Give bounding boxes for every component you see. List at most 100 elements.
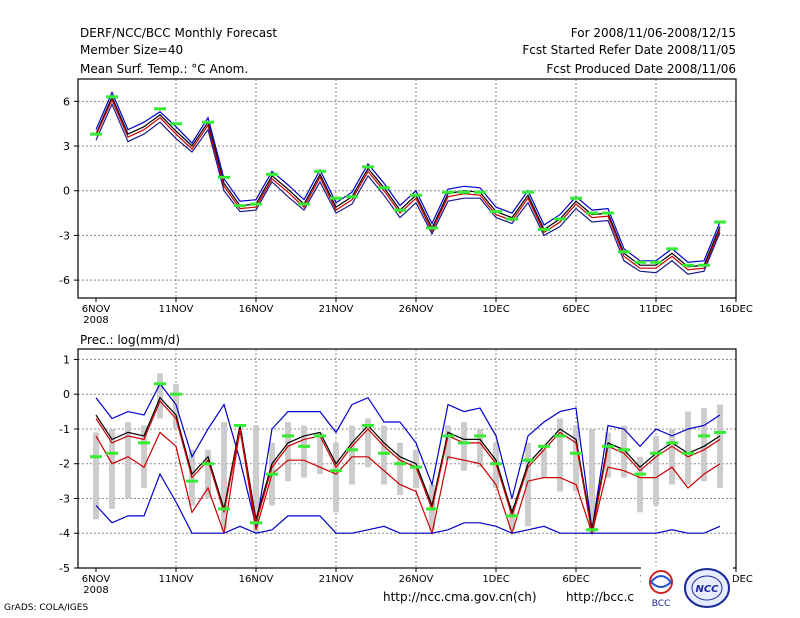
prec-obs-marker: [394, 462, 406, 466]
temp-obs-marker: [346, 195, 358, 199]
precip-panel-title: Prec.: log(mm/d): [80, 333, 181, 347]
ncc-url-link[interactable]: http://ncc.cma.gov.cn(ch): [383, 590, 537, 604]
temp-obs-marker: [298, 202, 310, 206]
prec-obs-marker: [170, 392, 182, 396]
temp-obs-marker: [586, 211, 598, 215]
prec-spread-box: [157, 373, 163, 419]
temp-obs-marker: [618, 250, 630, 254]
produced-date-label: Fcst Produced Date 2008/11/06: [546, 62, 736, 76]
temp-obs-marker: [330, 196, 342, 200]
temp-obs-marker: [218, 175, 230, 179]
temp-obs-marker: [602, 211, 614, 215]
prec-spread-box: [365, 418, 371, 468]
prec-x-tick-label: 16NOV: [239, 574, 274, 585]
temp-obs-marker: [442, 190, 454, 194]
prec-obs-marker: [138, 441, 150, 445]
prec-spread-box: [141, 425, 147, 489]
temp-obs-marker: [106, 95, 118, 99]
temp-y-tick-label: 0: [63, 185, 70, 198]
prec-x-tick-label: 11NOV: [159, 574, 194, 585]
temp-obs-marker: [666, 247, 678, 251]
prec-obs-marker: [586, 528, 598, 532]
prec-spread-box: [637, 456, 643, 513]
temp-obs-marker: [314, 169, 326, 173]
temp-obs-marker: [474, 190, 486, 194]
temp-obs-marker: [410, 193, 422, 197]
prec-y-tick-label: -3: [59, 492, 70, 505]
prec-obs-marker: [570, 451, 582, 455]
prec-obs-marker: [266, 472, 278, 476]
prec-obs-marker: [698, 434, 710, 438]
prec-obs-marker: [234, 423, 246, 427]
prec-obs-marker: [298, 444, 310, 448]
prec-x-tick-label: 1DEC: [482, 574, 509, 585]
prec-y-tick-label: 0: [63, 388, 70, 401]
prec-series-line: [95, 382, 721, 530]
prec-series-line: [95, 396, 721, 530]
start-date-label: Fcst Started Refer Date 2008/11/05: [522, 43, 736, 57]
temp-obs-marker: [170, 122, 182, 126]
prec-x-tick-label: 6DEC: [562, 574, 589, 585]
temp-obs-marker: [554, 217, 566, 221]
temp-series-line: [95, 90, 721, 263]
prec-y-tick-label: -1: [59, 423, 70, 436]
variable-label: Mean Surf. Temp.: °C Anom.: [80, 62, 249, 76]
prec-spread-box: [125, 422, 131, 499]
bcc-url-link[interactable]: http://bcc.c: [566, 590, 634, 604]
prec-obs-marker: [218, 507, 230, 511]
temp-obs-marker: [682, 263, 694, 267]
bcc-logo-text: BCC: [652, 599, 671, 609]
temp-obs-marker: [202, 120, 214, 124]
prec-spread-box: [621, 425, 627, 478]
prec-obs-marker: [490, 462, 502, 466]
prec-obs-marker: [506, 514, 518, 518]
prec-spread-box: [221, 422, 227, 530]
member-size-label: Member Size=40: [80, 43, 184, 57]
temp-x-tick-label: 1DEC: [482, 304, 509, 315]
prec-plot-frame: [77, 348, 737, 569]
prec-spread-box: [285, 422, 291, 482]
temp-obs-marker: [90, 132, 102, 136]
temp-obs-marker: [266, 172, 278, 176]
prec-series-line: [95, 472, 721, 534]
prec-obs-marker: [602, 444, 614, 448]
prec-spread-box: [397, 442, 403, 495]
prec-y-tick-label: -2: [59, 458, 70, 471]
temp-x-tick-label: 21NOV: [319, 304, 354, 315]
prec-obs-marker: [154, 382, 166, 386]
temp-y-tick-label: -6: [59, 274, 70, 287]
prec-obs-marker: [618, 448, 630, 452]
prec-obs-marker: [554, 434, 566, 438]
temp-obs-marker: [650, 260, 662, 264]
prec-spread-box: [653, 435, 659, 506]
temp-obs-marker: [362, 165, 374, 169]
prec-x-year-label: 2008: [83, 585, 108, 596]
prec-obs-marker: [378, 451, 390, 455]
prec-spread-box: [589, 428, 595, 534]
temp-obs-marker: [394, 208, 406, 212]
grads-credit: GrADS: COLA/IGES: [4, 603, 89, 613]
temp-obs-marker: [426, 226, 438, 230]
prec-spread-box: [381, 425, 387, 485]
prec-y-tick-label: -4: [59, 527, 70, 540]
prec-spread-box: [413, 449, 419, 489]
temp-obs-marker: [522, 190, 534, 194]
prec-obs-marker: [442, 434, 454, 438]
prec-spread-box: [93, 432, 99, 520]
temp-obs-marker: [634, 260, 646, 264]
temp-obs-marker: [570, 196, 582, 200]
temp-obs-marker: [154, 107, 166, 111]
prec-spread-box: [701, 408, 707, 482]
prec-spread-box: [461, 422, 467, 471]
prec-spread-box: [333, 442, 339, 513]
prec-obs-marker: [282, 434, 294, 438]
prec-obs-marker: [522, 458, 534, 462]
temp-obs-marker: [250, 202, 262, 206]
prec-series-line: [95, 428, 721, 536]
prec-spread-box: [237, 432, 243, 440]
prec-obs-marker: [186, 479, 198, 483]
temp-x-tick-label: 11DEC: [639, 304, 673, 315]
temp-obs-marker: [234, 204, 246, 208]
prec-spread-box: [253, 425, 259, 534]
